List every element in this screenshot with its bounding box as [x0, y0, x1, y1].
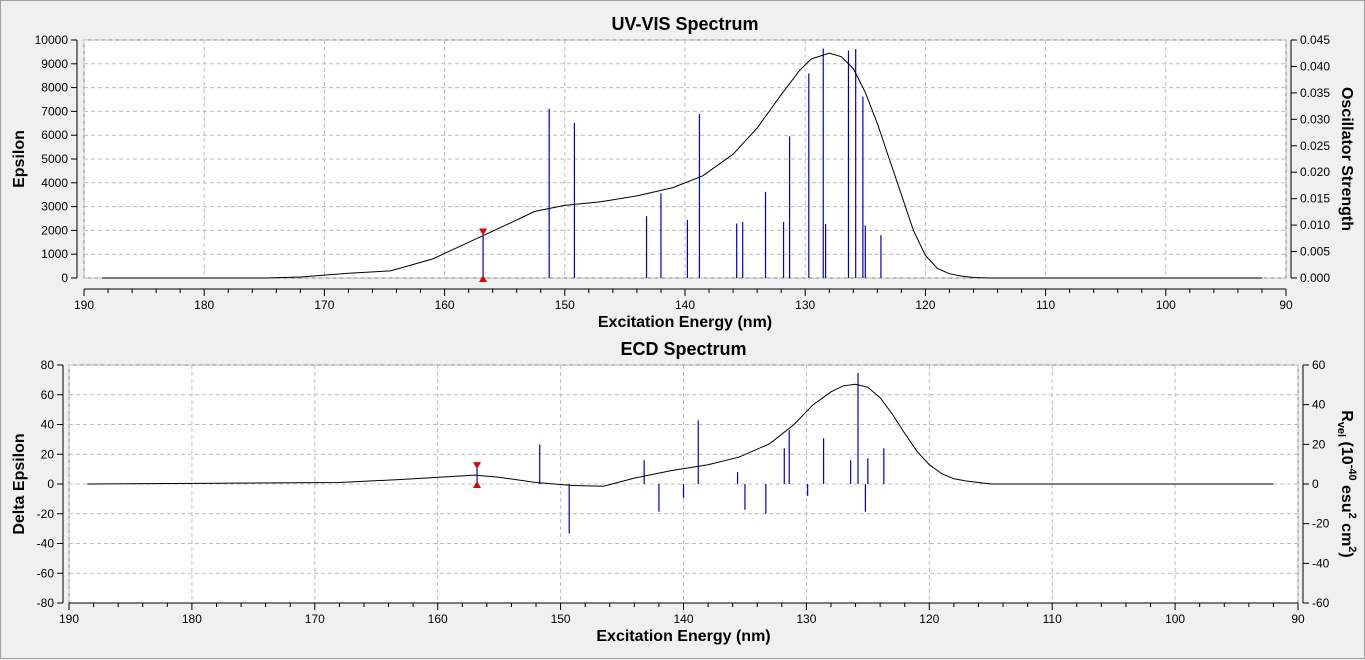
uv-y-tick-label: 9000 [41, 57, 68, 71]
uv-x-tick-label: 110 [1036, 298, 1055, 312]
rvel-subscript: vel [1335, 422, 1347, 437]
ecd-y-axis-label: Delta Epsilon [11, 433, 28, 534]
uv-y2-tick-label: 0.030 [1300, 112, 1330, 126]
ecd-x-tick-label: 190 [59, 612, 79, 626]
uv-y-axis-label: Epsilon [11, 130, 28, 188]
ecd-y-tick-label: -20 [37, 507, 55, 521]
uv-vis-panel[interactable]: 190 180 170 160 150 140 130 120 110 100 90 0 1000 20… [11, 14, 1355, 331]
rvel-cm: cm [1338, 519, 1355, 547]
uv-y2-tick-label: 0.015 [1300, 192, 1330, 206]
ecd-y-tick-label: 80 [41, 358, 55, 372]
uv-x-tick-label: 120 [915, 298, 935, 312]
uv-x-tick-label: 190 [74, 298, 94, 312]
ecd-marker-bottom-arrow [473, 481, 482, 488]
ecd-y2-tick-label: 40 [1312, 398, 1326, 412]
ecd-x-tick-label: 180 [182, 612, 202, 626]
ecd-delta-epsilon-curve [87, 383, 1274, 487]
uv-x-axis-label: Excitation Energy (nm) [598, 314, 772, 331]
uv-epsilon-curve [102, 52, 1262, 279]
ecd-y-tick-label: -60 [37, 566, 55, 580]
ecd-y-tick-label: -40 [37, 537, 55, 551]
ecd-y2-tick-label: -20 [1312, 517, 1330, 531]
ecd-rotatory-sticks [539, 372, 885, 534]
rvel-r: R [1338, 410, 1355, 422]
ecd-y-tick-label: -80 [37, 596, 55, 610]
uv-chart-title: UV-VIS Spectrum [611, 14, 758, 34]
rvel-cm-exp: 2 [1346, 546, 1358, 552]
ecd-x-tick-label: 170 [305, 612, 325, 626]
rvel-close: ) [1338, 552, 1355, 557]
uv-y-axis-left: 0 1000 2000 3000 4000 5000 6000 7000 8000 9000 100… [35, 33, 78, 285]
uv-y2-tick-label: 0.010 [1300, 218, 1330, 232]
ecd-x-axis-label: Excitation Energy (nm) [596, 628, 770, 645]
uv-x-tick-label: 170 [314, 298, 334, 312]
uv-y-tick-label: 0 [61, 271, 68, 285]
ecd-x-tick-label: 90 [1291, 612, 1305, 626]
ecd-selected-transition-marker[interactable] [473, 462, 482, 488]
ecd-y2-tick-label: 20 [1312, 437, 1326, 451]
ecd-marker-top-arrow [473, 462, 482, 470]
uv-y-tick-label: 4000 [41, 176, 68, 190]
uv-marker-bottom-arrow [479, 275, 488, 282]
rvel-esu: esu [1338, 481, 1355, 513]
rvel-exp: -40 [1346, 465, 1358, 481]
uv-y2-tick-label: 0.040 [1300, 59, 1330, 73]
ecd-y-axis-right: -60 -40 -20 0 20 40 60 [1302, 358, 1330, 610]
uv-y-tick-label: 3000 [41, 200, 68, 214]
ecd-x-axis: 190 180 170 160 150 140 130 120 110 100 90 [59, 602, 1305, 626]
ecd-y2-tick-label: 60 [1312, 358, 1326, 372]
ecd-y-tick-label: 0 [47, 477, 54, 491]
ecd-chart-title: ECD Spectrum [620, 339, 746, 359]
rvel-unit-open: (10 [1338, 437, 1355, 465]
uv-y2-tick-label: 0.025 [1300, 139, 1330, 153]
uv-y2-tick-label: 0.005 [1300, 245, 1330, 259]
uv-x-tick-label: 140 [675, 298, 695, 312]
uv-x-tick-label: 150 [555, 298, 575, 312]
uv-y-tick-label: 8000 [41, 81, 68, 95]
ecd-x-tick-label: 130 [796, 612, 816, 626]
uv-x-tick-label: 90 [1279, 298, 1293, 312]
uv-y2-axis-label: Oscillator Strength [1338, 87, 1355, 231]
uv-oscillator-sticks [548, 48, 882, 278]
ecd-y2-tick-label: -40 [1312, 556, 1330, 570]
uv-x-tick-label: 160 [435, 298, 455, 312]
ecd-y-axis-left: -80 -60 -40 -20 0 20 40 60 80 [37, 358, 64, 610]
uv-selected-transition-marker[interactable] [479, 228, 488, 282]
uv-y-tick-label: 6000 [41, 128, 68, 142]
ecd-y2-tick-label: 0 [1312, 477, 1319, 491]
uv-y2-tick-label: 0.045 [1300, 33, 1330, 47]
uv-x-tick-label: 100 [1156, 298, 1176, 312]
ecd-y-tick-label: 20 [41, 447, 55, 461]
uv-y-axis-right: 0.000 0.005 0.010 0.015 0.020 0.025 0.030 0.035… [1290, 33, 1330, 285]
uv-x-axis: 190 180 170 160 150 140 130 120 110 100 90 [74, 288, 1293, 312]
ecd-x-tick-label: 100 [1165, 612, 1185, 626]
uv-y-tick-label: 1000 [41, 247, 68, 261]
uv-x-tick-label: 180 [194, 298, 214, 312]
uv-y-tick-label: 10000 [35, 33, 69, 47]
ecd-x-tick-label: 160 [428, 612, 448, 626]
uv-y2-tick-label: 0.000 [1300, 271, 1330, 285]
uv-y-tick-label: 5000 [41, 152, 68, 166]
ecd-y-tick-label: 40 [41, 418, 55, 432]
uv-marker-top-arrow [479, 228, 488, 236]
ecd-panel[interactable]: 190 180 170 160 150 140 130 120 110 100 90 -80-60-… [11, 339, 1358, 645]
uv-y-tick-label: 2000 [41, 223, 68, 237]
ecd-y2-tick-label: -60 [1312, 596, 1330, 610]
ecd-x-tick-label: 110 [1043, 612, 1062, 626]
ecd-y-tick-label: 60 [41, 388, 55, 402]
rvel-esu-exp: 2 [1346, 513, 1358, 519]
uv-y2-tick-label: 0.035 [1300, 86, 1330, 100]
ecd-x-tick-label: 120 [919, 612, 939, 626]
ecd-x-tick-label: 140 [673, 612, 693, 626]
uv-y-tick-label: 7000 [41, 104, 68, 118]
uv-y2-tick-label: 0.020 [1300, 165, 1330, 179]
ecd-x-tick-label: 150 [551, 612, 571, 626]
ecd-y2-axis-label: Rvel (10-40 esu2 cm2) [1335, 410, 1358, 558]
uv-x-tick-label: 130 [795, 298, 815, 312]
